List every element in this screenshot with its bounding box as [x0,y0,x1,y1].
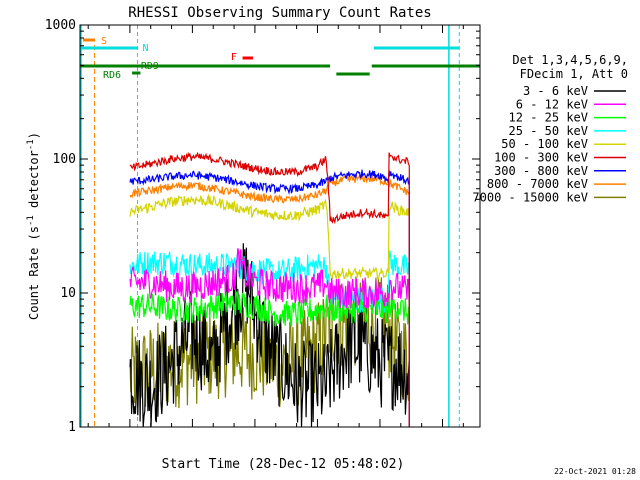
x-axis-label: Start Time (28-Dec-12 05:48:02) [162,457,405,472]
series-line-1 [129,248,410,427]
y-axis-label-sup2: -1 [26,139,36,150]
annotation-n: N [143,43,149,54]
legend-label-4: 50 - 100 keV [501,137,588,151]
series-layer [129,151,410,428]
y-tick-label: 100 [53,152,76,167]
legend-label-2: 12 - 25 keV [509,111,588,125]
legend-label-8: 7000 - 15000 keV [472,190,588,204]
series-line-7 [129,173,410,427]
y-tick-label: 10 [60,286,76,301]
y-axis-label-mid: detector [27,150,41,215]
plot-frame [79,24,481,428]
series-line-5 [129,151,410,427]
y-tick-label: 1000 [45,18,76,33]
frame-layer [79,24,481,428]
y-axis-label-main: Count Rate (s [27,226,41,320]
ticks-layer: 110100100006:0006:1506:3006:4507:0007:15 [45,18,480,435]
annotation-rd6: RD6 [103,70,121,81]
series-line-0 [129,243,410,428]
legend-label-7: 800 - 7000 keV [487,177,588,191]
generated-timestamp: 22-Oct-2021 01:28 [554,467,636,476]
annotation-f: F [231,52,237,63]
legend-header-2: FDecim 1, Att 0 [520,67,628,81]
panel-lines: S N F RD6 RD9 [80,25,480,427]
legend-label-1: 6 - 12 keV [516,97,588,111]
legend-label-3: 25 - 50 keV [509,124,588,138]
legend-label-5: 100 - 300 keV [494,151,588,165]
y-axis-label-sup1: -1 [26,215,36,226]
annotation-s: S [101,36,107,47]
chart-title: RHESSI Observing Summary Count Rates [128,5,431,21]
legend-label-6: 300 - 800 keV [494,164,588,178]
legend-header-1: Det 1,3,4,5,6,9, [512,53,628,67]
legend: Det 1,3,4,5,6,9, FDecim 1, Att 0 3 - 6 k… [472,53,628,204]
series-line-4 [129,193,410,427]
series-line-6 [129,169,410,427]
annotation-rd9: RD9 [141,61,159,72]
y-tick-label: 1 [68,420,76,435]
legend-label-0: 3 - 6 keV [523,84,588,98]
y-axis-label-end: ) [27,132,41,139]
series-line-2 [129,289,410,427]
y-axis-label: Count Rate (s-1 detector-1) [26,132,41,320]
